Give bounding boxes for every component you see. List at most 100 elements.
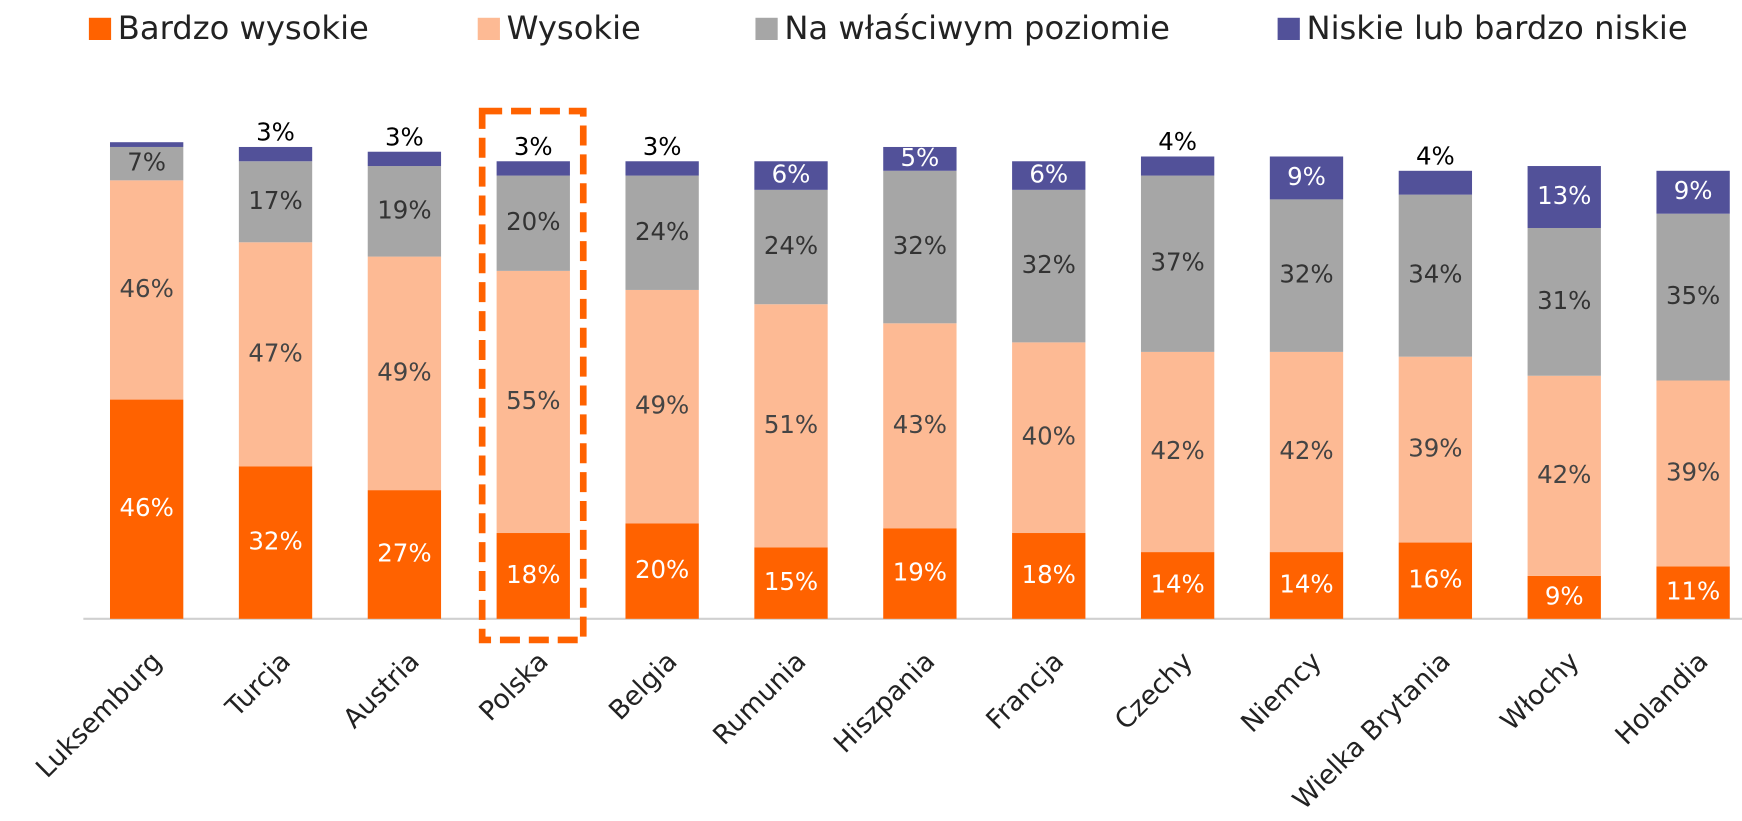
bar-segment: [1140, 156, 1215, 176]
data-label: 31%: [1537, 286, 1591, 315]
data-label: 39%: [1666, 457, 1720, 486]
bar-segment: [1527, 166, 1601, 228]
bar-segment: [1269, 552, 1344, 619]
data-label: 5%: [900, 143, 939, 172]
data-label: 27%: [377, 538, 431, 567]
data-label: 49%: [377, 357, 431, 386]
bar-segment: [1656, 170, 1730, 214]
data-label: 32%: [248, 527, 302, 556]
data-label: 47%: [248, 338, 302, 367]
bar-segment: [1269, 156, 1344, 200]
bar-segment: [109, 142, 184, 147]
bar-segment: [238, 161, 313, 243]
data-label: 3%: [385, 122, 424, 151]
highlight-box: [478, 107, 587, 644]
x-tick-label: Rumunia: [707, 646, 812, 751]
data-label: 9%: [1674, 176, 1713, 205]
bar-segment: [883, 146, 957, 171]
data-label: 43%: [893, 410, 947, 439]
bar-segment: [109, 180, 184, 400]
x-tick-label: Turcja: [219, 646, 297, 724]
x-tick-label: Niemcy: [1235, 646, 1328, 739]
data-label: 19%: [377, 195, 431, 224]
data-label: 55%: [506, 386, 560, 415]
data-label: 18%: [1022, 560, 1076, 589]
data-label: 14%: [1150, 569, 1204, 598]
legend-label: Wysokie: [507, 9, 641, 47]
data-label: 6%: [1029, 160, 1068, 189]
legend-swatch: [755, 17, 778, 40]
data-label: 35%: [1666, 281, 1720, 310]
x-tick-label: Hiszpania: [828, 646, 941, 759]
data-label: 15%: [764, 567, 818, 596]
bar-segment: [1656, 566, 1730, 619]
data-label: 32%: [893, 231, 947, 260]
data-label: 42%: [1150, 436, 1204, 465]
data-label: 16%: [1408, 565, 1462, 594]
bar-segment: [109, 146, 184, 181]
data-label: 24%: [635, 217, 689, 246]
data-label: 37%: [1150, 248, 1204, 277]
data-label: 46%: [119, 274, 173, 303]
data-label: 42%: [1537, 460, 1591, 489]
bar-segment: [625, 289, 699, 524]
x-tick-label: Polska: [473, 646, 554, 727]
data-label: 39%: [1408, 434, 1462, 463]
bar-segment: [1398, 356, 1473, 543]
data-label: 46%: [119, 493, 173, 522]
bar-segment: [109, 399, 184, 619]
bar-segment: [367, 256, 442, 491]
data-label: 3%: [256, 118, 295, 147]
bar-segment: [1656, 213, 1730, 381]
bar-segment: [883, 170, 957, 324]
bar-segment: [1269, 199, 1344, 352]
data-label: 20%: [506, 207, 560, 236]
x-tick-label: Francja: [980, 646, 1070, 736]
legend-label: Niskie lub bardzo niskie: [1306, 9, 1687, 47]
bar-segment: [754, 161, 828, 190]
bar-segment: [1012, 342, 1086, 534]
bar-segment: [367, 151, 442, 167]
legend-label: Na właściwym poziomie: [784, 9, 1170, 47]
data-label: 19%: [893, 558, 947, 587]
bar-segment: [1398, 170, 1473, 195]
data-label: 24%: [764, 231, 818, 260]
bar-segment: [883, 528, 957, 619]
bar-segment: [1398, 542, 1473, 619]
data-label: 6%: [772, 160, 811, 189]
data-label: 14%: [1279, 569, 1333, 598]
bar-segment: [754, 547, 828, 619]
data-label: 49%: [635, 391, 689, 420]
data-label: 3%: [514, 132, 553, 161]
bar-segment: [238, 242, 313, 467]
bar-segment: [1269, 351, 1344, 553]
data-label: 4%: [1158, 127, 1197, 156]
x-tick-label: Holandia: [1609, 646, 1714, 751]
bar-segment: [496, 161, 570, 176]
data-label: 32%: [1279, 260, 1333, 289]
bar-segment: [1012, 189, 1086, 343]
data-label: 7%: [127, 148, 166, 177]
bar-segment: [1527, 227, 1601, 376]
bar-segment: [1140, 175, 1215, 352]
bar-segment: [1527, 575, 1601, 619]
bar-segment: [1656, 380, 1730, 567]
bar-segment: [1140, 552, 1215, 619]
legend-swatch: [1277, 17, 1300, 40]
bar-segment: [754, 304, 828, 548]
data-label: 42%: [1279, 436, 1333, 465]
x-tick-label: Włochy: [1495, 646, 1586, 737]
x-tick-label: Czechy: [1109, 646, 1199, 736]
data-label: 40%: [1022, 422, 1076, 451]
data-label: 51%: [764, 410, 818, 439]
legend-label: Bardzo wysokie: [118, 9, 369, 47]
data-label: 34%: [1408, 260, 1462, 289]
bar-segment: [238, 146, 313, 162]
bar-segment: [496, 175, 570, 271]
bar-segment: [625, 175, 699, 290]
x-tick-label: Belgia: [603, 646, 683, 726]
bar-segment: [1012, 161, 1086, 190]
data-label: 9%: [1287, 162, 1326, 191]
bar-segment: [625, 161, 699, 176]
